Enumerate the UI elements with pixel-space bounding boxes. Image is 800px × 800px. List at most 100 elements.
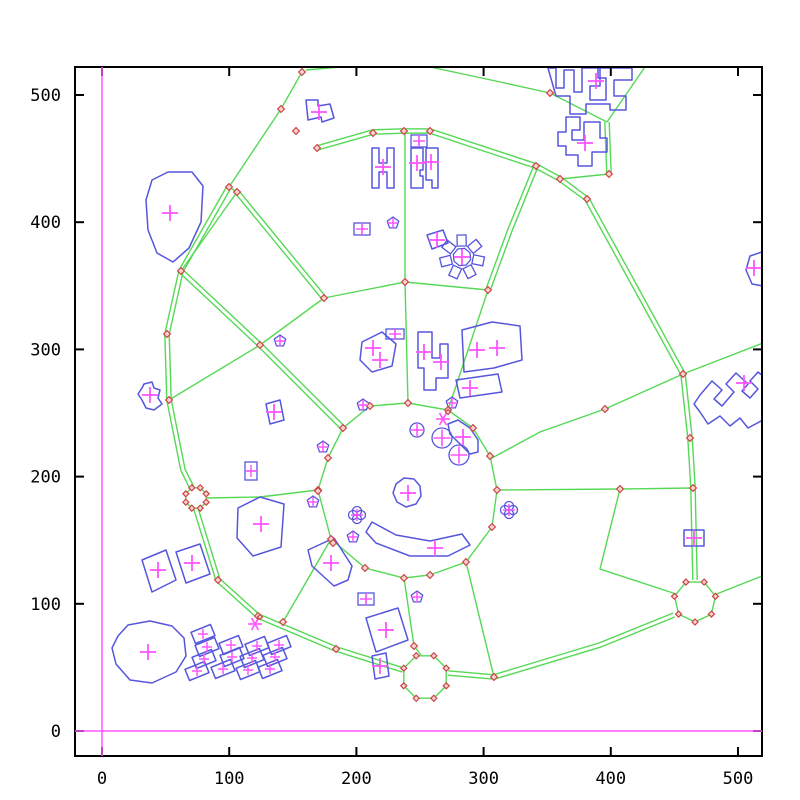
road-edge <box>558 180 682 376</box>
node-diamond <box>678 369 688 379</box>
node-diamond <box>368 128 378 138</box>
road <box>559 173 610 180</box>
node-diamond <box>187 483 196 492</box>
plus-marker <box>412 592 422 602</box>
node-diamond <box>196 504 205 513</box>
road-edge <box>608 121 612 174</box>
plus-marker <box>218 664 228 674</box>
y-tick-label: 500 <box>30 86 61 106</box>
circle-outline <box>448 444 470 466</box>
plus-marker <box>243 665 253 675</box>
node-diamond <box>489 672 499 682</box>
node-diamond <box>487 522 497 532</box>
road-edge <box>182 268 346 427</box>
house <box>244 635 270 657</box>
plus-marker <box>388 218 398 228</box>
node-diamond <box>399 664 408 673</box>
y-tick-label: 200 <box>30 468 61 488</box>
road-edge <box>403 132 560 182</box>
node-diamond <box>399 681 408 690</box>
house <box>194 636 220 658</box>
house <box>210 658 236 680</box>
plus-marker <box>202 642 212 652</box>
building <box>371 652 390 680</box>
plus-marker <box>318 442 328 452</box>
road <box>317 402 498 579</box>
node-diamond <box>442 664 451 673</box>
building <box>557 116 608 167</box>
plus-marker <box>450 446 468 464</box>
road <box>185 487 207 509</box>
road <box>491 342 762 459</box>
node-diamond <box>688 483 698 493</box>
building <box>426 229 449 250</box>
road <box>496 487 694 491</box>
plus-marker <box>274 640 284 650</box>
plus-marker <box>503 504 515 516</box>
starburst-core <box>452 247 472 267</box>
map-layer <box>111 67 762 703</box>
node-diamond <box>485 451 495 461</box>
symbols-layer <box>244 134 519 631</box>
node-diamond <box>256 613 264 621</box>
node-diamond <box>232 187 242 197</box>
plus-marker <box>427 540 443 556</box>
x-tick-label: 300 <box>468 769 499 789</box>
zero-lines <box>75 67 762 756</box>
y-tick-label: 100 <box>30 595 61 615</box>
plus-marker <box>308 497 318 507</box>
node-diamond <box>202 489 211 498</box>
node-diamond <box>545 88 555 98</box>
plus-marker <box>736 375 752 391</box>
circle-outline <box>431 427 453 449</box>
node-diamond <box>483 285 493 295</box>
building <box>145 171 204 263</box>
circle-symbol <box>409 422 425 438</box>
node-diamond <box>196 483 205 492</box>
node-diamond <box>338 423 348 433</box>
road-edge <box>238 190 327 298</box>
road <box>206 489 319 499</box>
node-diamond <box>711 592 720 601</box>
building <box>236 496 285 557</box>
node-diamond <box>399 126 409 136</box>
plus-marker <box>184 555 200 571</box>
node-diamond <box>331 644 341 654</box>
node-diamond <box>600 404 610 414</box>
building <box>307 537 353 587</box>
plus-marker <box>199 654 209 664</box>
plus-marker <box>372 352 388 368</box>
node-diamond <box>492 485 502 495</box>
plus-marker <box>252 641 262 651</box>
node-diamond <box>442 681 451 690</box>
node-diamond <box>409 641 419 651</box>
node-diamond <box>162 329 172 339</box>
node-diamond <box>278 617 288 627</box>
node-diamond <box>674 610 683 618</box>
plus-marker <box>348 532 358 542</box>
node-diamond <box>297 67 307 77</box>
plus-marker <box>245 465 257 477</box>
x-tick-label: 400 <box>595 769 626 789</box>
node-diamond <box>176 266 186 276</box>
plus-marker <box>416 344 432 360</box>
house <box>190 623 216 645</box>
plus-marker <box>686 530 702 546</box>
plus-marker <box>454 249 470 265</box>
circle-symbol <box>448 444 470 466</box>
building <box>305 99 335 123</box>
road <box>429 67 608 123</box>
node-diamond <box>531 161 541 171</box>
starburst-spoke <box>456 234 467 247</box>
starburst-spoke <box>447 264 463 280</box>
road <box>282 538 332 623</box>
x-tick-label: 100 <box>214 769 245 789</box>
plus-marker <box>247 653 257 663</box>
road <box>673 581 717 623</box>
node-diamond <box>461 557 471 567</box>
star-asterisk <box>248 617 262 631</box>
plus-marker <box>433 354 449 370</box>
plus-marker <box>356 223 368 235</box>
road-edge <box>164 270 191 490</box>
